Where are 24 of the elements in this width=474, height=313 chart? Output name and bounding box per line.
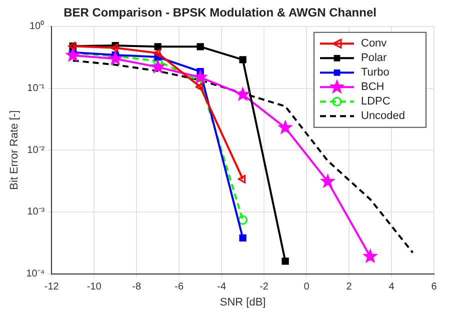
x-tick-label: -6 [174, 282, 184, 293]
x-tick-label: 0 [304, 282, 310, 293]
x-axis-title: SNR [dB] [220, 296, 266, 308]
x-tick-label: -12 [44, 282, 60, 293]
legend-label: Polar [361, 52, 388, 64]
y-tick-label: 10⁻¹ [27, 83, 46, 94]
y-tick-label: 10⁻⁴ [26, 268, 45, 280]
legend-label: Conv [361, 38, 388, 50]
chart-title: BER Comparison - BPSK Modulation & AWGN Channel [64, 6, 376, 20]
y-axis-title: Bit Error Rate [-] [8, 110, 21, 190]
x-tick-label: 2 [346, 282, 352, 293]
x-tick-label: 6 [431, 282, 438, 293]
legend-label: Turbo [361, 66, 390, 79]
x-tick-label: -4 [217, 282, 226, 293]
y-tick-label: 10⁻² [27, 144, 46, 156]
legend-label: BCH [361, 81, 384, 94]
x-tick-label: -2 [260, 282, 269, 293]
y-tick-label: 10⁻³ [27, 206, 46, 218]
legend-label: LDPC [361, 96, 390, 108]
legend-label: Uncoded [361, 110, 406, 122]
x-tick-label: -10 [86, 282, 102, 293]
x-tick-label: 4 [388, 282, 395, 293]
x-tick-label: -8 [132, 282, 142, 293]
y-tick-label: 10⁰ [29, 20, 45, 32]
